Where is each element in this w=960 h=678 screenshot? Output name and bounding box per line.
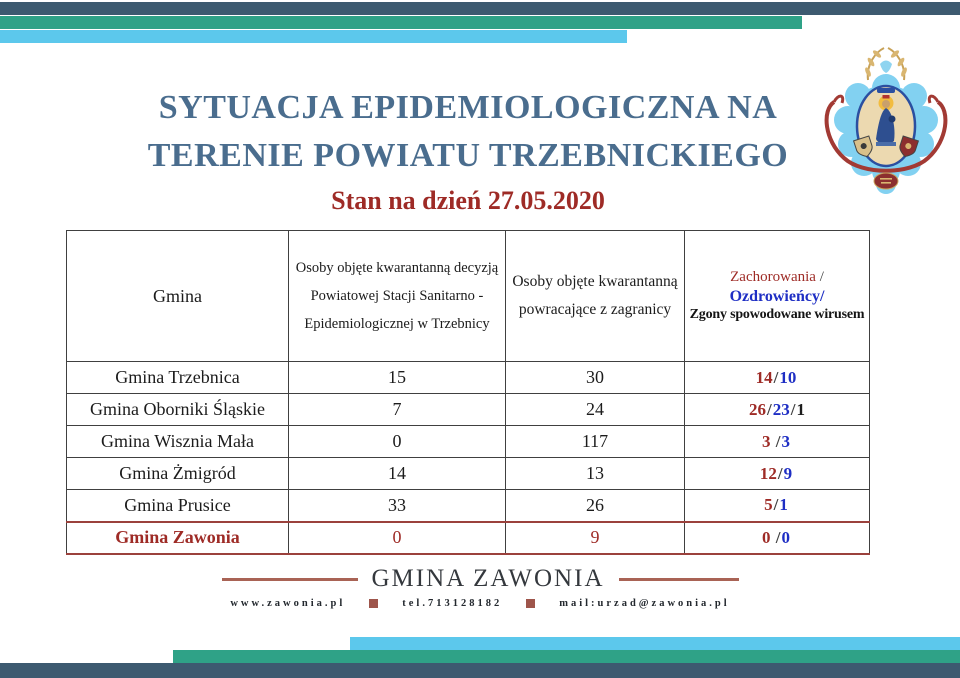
slash-separator: / bbox=[771, 527, 781, 547]
cases-value: 3 bbox=[762, 431, 771, 451]
bottom-bar-light-blue bbox=[350, 637, 960, 650]
cases-value: 26 bbox=[749, 399, 767, 419]
header: SYTUACJA EPIDEMIOLOGICZNA NA TERENIE POW… bbox=[0, 84, 936, 216]
column-header-quarantine-decision: Osoby objęte kwarantanną decyzją Powiato… bbox=[288, 230, 506, 362]
quarantine-travel-value: 13 bbox=[505, 457, 685, 490]
quarantine-decision-value: 0 bbox=[288, 425, 506, 458]
deaths-value: 1 bbox=[796, 399, 805, 419]
table-header-row: Gmina Osoby objęte kwarantanną decyzją P… bbox=[66, 230, 870, 362]
slash-separator: / bbox=[815, 269, 824, 285]
municipality-name: GMINA ZAWONIA bbox=[371, 565, 605, 592]
top-bar-light-blue bbox=[0, 30, 627, 43]
recovered-value: 3 bbox=[781, 431, 790, 451]
cases-value: 12 bbox=[759, 463, 777, 483]
cases-value: 14 bbox=[755, 367, 773, 387]
square-bullet-icon bbox=[369, 599, 379, 608]
recovered-value: 23 bbox=[772, 399, 790, 419]
page-title-line2: TERENIE POWIATU TRZEBNICKIEGO bbox=[147, 137, 789, 174]
table-row-trzebnica: Gmina Trzebnica 15 30 14/10 bbox=[66, 361, 870, 394]
quarantine-decision-value: 15 bbox=[288, 361, 506, 394]
quarantine-travel-value: 24 bbox=[505, 393, 685, 426]
footer-contact-row: www.zawonia.pl tel.713128182 mail:urzad@… bbox=[0, 598, 960, 609]
slash-separator: / bbox=[777, 463, 783, 483]
slash-separator: / bbox=[790, 399, 796, 419]
cases-label: Zachorowania bbox=[730, 269, 816, 285]
deaths-label: Zgony spowodowane wirusem bbox=[689, 307, 865, 322]
slash-separator: / bbox=[773, 367, 779, 387]
gmina-name: Gmina Prusice bbox=[66, 489, 289, 522]
slash-separator bbox=[790, 528, 792, 547]
recovered-value: 9 bbox=[783, 463, 793, 483]
slash-separator: / bbox=[771, 431, 781, 451]
slash-separator bbox=[788, 495, 790, 514]
bottom-bar-teal bbox=[173, 650, 960, 663]
slash-separator bbox=[792, 464, 794, 483]
table-row-prusice: Gmina Prusice 33 26 5/1 bbox=[66, 489, 870, 522]
quarantine-decision-value: 14 bbox=[288, 457, 506, 490]
table-row-oborniki: Gmina Oborniki Śląskie 7 24 26/23/1 bbox=[66, 393, 870, 426]
outcome-value: 26/23/1 bbox=[684, 393, 870, 426]
slash-separator: / bbox=[767, 399, 772, 419]
table-row-wisznia: Gmina Wisznia Mała 0 117 3 /3 bbox=[66, 425, 870, 458]
epidemiology-table: Gmina Osoby objęte kwarantanną decyzją P… bbox=[66, 230, 870, 555]
slash-separator bbox=[790, 432, 792, 451]
cases-value: 5 bbox=[764, 495, 773, 515]
column-header-outcomes: Zachorowania / Ozdrowieńcy/ Zgony spowod… bbox=[684, 230, 870, 362]
quarantine-travel-value: 117 bbox=[505, 425, 685, 458]
footer-rule-left bbox=[221, 577, 358, 581]
cases-value: 0 bbox=[762, 527, 771, 547]
outcome-value: 5/1 bbox=[684, 489, 870, 522]
quarantine-travel-value: 9 bbox=[505, 520, 685, 555]
footer-municipality-banner: GMINA ZAWONIA bbox=[0, 565, 960, 593]
page-title-line1: SYTUACJA EPIDEMIOLOGICZNA NA bbox=[158, 89, 778, 126]
footer-rule-right bbox=[618, 577, 739, 581]
website-text: www.zawonia.pl bbox=[230, 598, 346, 609]
square-bullet-icon bbox=[526, 599, 536, 608]
column-header-quarantine-travel: Osoby objęte kwarantanną powracające z z… bbox=[505, 230, 685, 362]
report-date-subtitle: Stan na dzień 27.05.2020 bbox=[331, 186, 605, 215]
slash-separator: / bbox=[773, 495, 779, 515]
recovered-value: 10 bbox=[779, 367, 797, 387]
top-bar-teal bbox=[0, 16, 802, 29]
gmina-name: Gmina Zawonia bbox=[66, 520, 289, 555]
table-row-zmigrod: Gmina Żmigród 14 13 12/9 bbox=[66, 457, 870, 490]
quarantine-travel-value: 26 bbox=[505, 489, 685, 522]
table-row-zawonia-highlighted: Gmina Zawonia 0 9 0 /0 bbox=[66, 520, 870, 555]
gmina-name: Gmina Trzebnica bbox=[66, 361, 289, 394]
dove-icon bbox=[880, 60, 892, 73]
quarantine-decision-value: 7 bbox=[288, 393, 506, 426]
outcome-value: 0 /0 bbox=[684, 520, 870, 555]
recovered-label: Ozdrowieńcy/ bbox=[729, 288, 825, 305]
quarantine-decision-value: 0 bbox=[288, 520, 506, 555]
slash-separator bbox=[796, 368, 798, 387]
gmina-name: Gmina Żmigród bbox=[66, 457, 289, 490]
quarantine-travel-value: 30 bbox=[505, 361, 685, 394]
bottom-bar-dark bbox=[0, 663, 960, 678]
outcome-value: 14/10 bbox=[684, 361, 870, 394]
gmina-name: Gmina Oborniki Śląskie bbox=[66, 393, 289, 426]
quarantine-decision-value: 33 bbox=[288, 489, 506, 522]
phone-text: tel.713128182 bbox=[402, 598, 503, 609]
top-bar-dark bbox=[0, 2, 960, 15]
recovered-value: 1 bbox=[779, 495, 788, 515]
email-text: mail:urzad@zawonia.pl bbox=[559, 598, 730, 609]
outcome-value: 3 /3 bbox=[684, 425, 870, 458]
recovered-value: 0 bbox=[781, 527, 790, 547]
column-header-gmina: Gmina bbox=[66, 230, 289, 362]
county-coat-of-arms-icon bbox=[824, 47, 948, 194]
gmina-name: Gmina Wisznia Mała bbox=[66, 425, 289, 458]
outcome-value: 12/9 bbox=[684, 457, 870, 490]
